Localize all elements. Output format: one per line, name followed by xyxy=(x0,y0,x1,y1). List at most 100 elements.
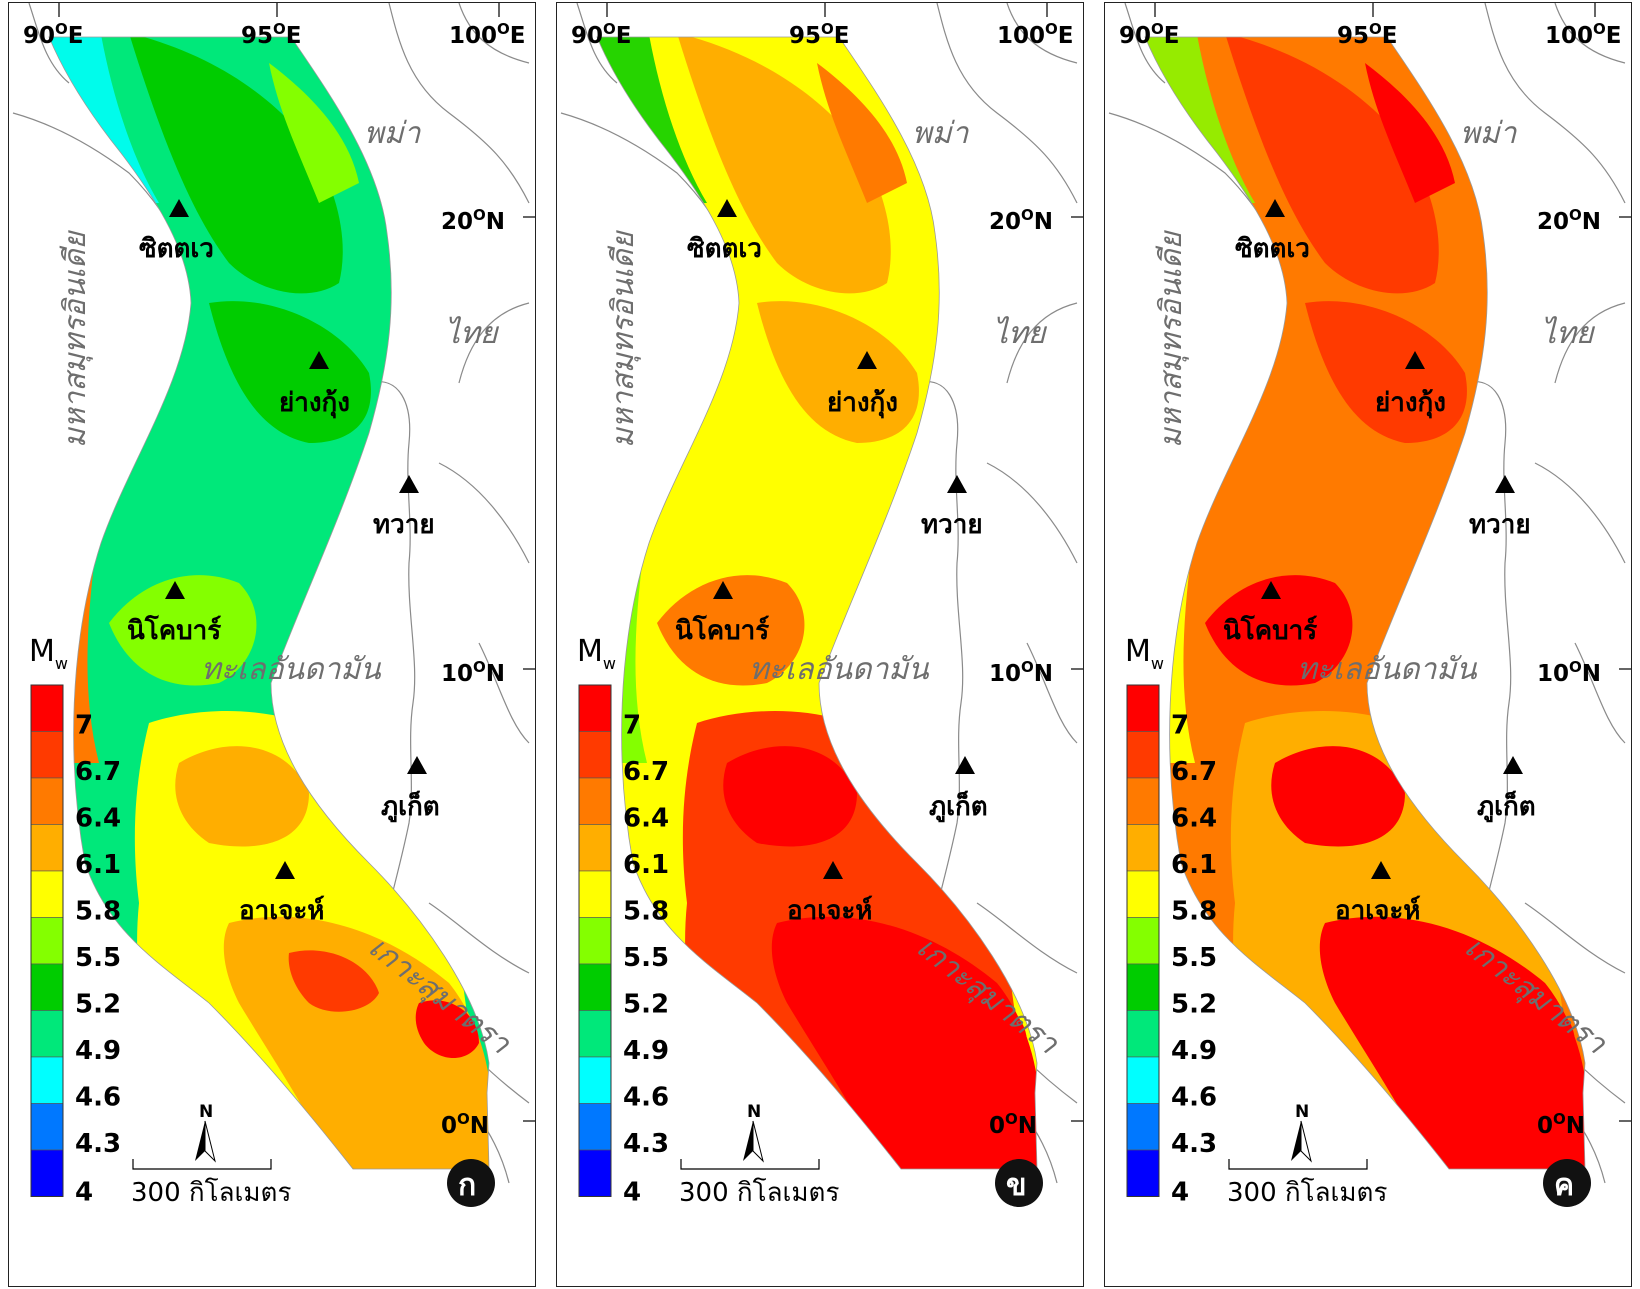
legend-swatch xyxy=(578,870,612,918)
legend-swatch xyxy=(578,1149,612,1197)
panel-tag: ข xyxy=(995,1159,1043,1207)
region-thailand: ไทย xyxy=(1541,316,1596,351)
city-triangle-icon xyxy=(857,351,877,369)
city-triangle-icon xyxy=(947,475,967,493)
scale-bar-label: 300 กิโลเมตร xyxy=(131,1177,291,1208)
legend-swatch xyxy=(578,1103,612,1151)
scale-bar-label: 300 กิโลเมตร xyxy=(1227,1177,1387,1208)
city-label-dawei: ทวาย xyxy=(1469,510,1531,540)
legend-tick-label: 6.4 xyxy=(1171,804,1217,834)
lat-10-label: 10ON xyxy=(1537,658,1601,687)
lat-10-label: 10ON xyxy=(441,658,505,687)
city-triangle-icon xyxy=(165,581,185,599)
legend-tick-label: 5.5 xyxy=(623,943,669,973)
legend-tick-label: 4 xyxy=(623,1178,641,1208)
legend-tick-label: 6.7 xyxy=(1171,757,1217,787)
city-label-dawei: ทวาย xyxy=(921,510,983,540)
legend-swatch xyxy=(1126,1149,1160,1197)
legend-swatch xyxy=(1126,731,1160,779)
lat-20-label: 20ON xyxy=(1537,206,1601,235)
panel-tag: ก xyxy=(447,1159,495,1207)
graticule-ticks xyxy=(1154,3,1631,1122)
legend-swatch xyxy=(1126,1103,1160,1151)
region-andaman-sea: ทะเลอันดามัน xyxy=(201,652,382,687)
city-triangle-icon xyxy=(275,861,295,879)
north-arrow-icon: N xyxy=(743,1102,764,1163)
panel-tag: ค xyxy=(1543,1159,1591,1207)
legend-swatch xyxy=(578,777,612,825)
legend-tick-label: 4 xyxy=(1171,1178,1189,1208)
city-label-nicobar: นิโคบาร์ xyxy=(127,614,221,646)
legend-tick-label: 4 xyxy=(75,1178,93,1208)
region-thailand: ไทย xyxy=(445,316,500,351)
region-thailand: ไทย xyxy=(993,316,1048,351)
city-triangle-icon xyxy=(1405,351,1425,369)
legend-swatch xyxy=(1126,684,1160,732)
region-indian-ocean: มหาสมุทรอินเดีย xyxy=(606,229,641,448)
scale-bar: 300 กิโลเมตร xyxy=(131,1159,291,1208)
legend-swatch xyxy=(30,1056,64,1104)
lat-20-label: 20ON xyxy=(441,206,505,235)
region-indian-ocean: มหาสมุทรอินเดีย xyxy=(1154,229,1189,448)
legend-tick-label: 6.4 xyxy=(623,804,669,834)
city-label-nicobar: นิโคบาร์ xyxy=(1223,614,1317,646)
city-triangle-icon xyxy=(713,581,733,599)
north-label: N xyxy=(199,1102,213,1122)
legend-tick-label: 5.2 xyxy=(623,990,669,1020)
lon-90-label: 90OE xyxy=(23,20,84,49)
graticule-ticks xyxy=(606,3,1083,1122)
lon-90-label: 90OE xyxy=(571,20,632,49)
legend-swatch xyxy=(30,731,64,779)
legend-swatch xyxy=(1126,917,1160,965)
legend-tick-label: 4.9 xyxy=(75,1036,121,1066)
lat-20-label: 20ON xyxy=(989,206,1053,235)
city-triangle-icon xyxy=(1265,199,1285,217)
legend-swatch xyxy=(1126,777,1160,825)
city-triangle-icon xyxy=(823,861,843,879)
map-svg: 90OE 95OE 100OE 20ON 10ON 0ON พม่าไทยทะเลอันดา… xyxy=(560,3,1083,1208)
legend-tick-label: 5.8 xyxy=(623,897,669,927)
legend-swatch xyxy=(30,824,64,872)
legend-swatch xyxy=(1126,1056,1160,1104)
city-label-phuket: ภูเก็ต xyxy=(381,790,440,823)
city-label-phuket: ภูเก็ต xyxy=(929,790,988,823)
legend-tick-label: 6.1 xyxy=(1171,850,1217,880)
legend-tick-label: 5.5 xyxy=(75,943,121,973)
legend-swatch xyxy=(30,917,64,965)
legend-tick-label: 5.2 xyxy=(75,990,121,1020)
lon-100-label: 100OE xyxy=(449,20,526,49)
north-arrow-icon: N xyxy=(195,1102,216,1163)
city-triangle-icon xyxy=(955,756,975,774)
region-myanmar: พม่า xyxy=(912,116,970,151)
legend: Mw 7 6.7 6.4 6.1 5.8 5.5 5.2 4.9 4.6 4.3 4 xyxy=(577,634,669,1208)
legend-swatch xyxy=(578,917,612,965)
graticule-ticks xyxy=(58,3,535,1122)
map-panel-a: 90OE 95OE 100OE 20ON 10ON 0ON พม่า ไทย ทะเลอันดา… xyxy=(8,2,536,1287)
legend-swatch xyxy=(30,777,64,825)
map-panel-b: 90OE 95OE 100OE 20ON 10ON 0ON พม่า ไทย ทะเลอันดา… xyxy=(556,2,1084,1287)
legend-swatch xyxy=(30,1010,64,1058)
legend-tick-label: 4.3 xyxy=(623,1129,669,1159)
lon-90-label: 90OE xyxy=(1119,20,1180,49)
city-label-yangon: ย่างกุ้ง xyxy=(827,388,898,419)
legend-swatch xyxy=(578,963,612,1011)
city-label-aceh: อาเจะห์ xyxy=(1335,895,1420,926)
city-triangle-icon xyxy=(399,475,419,493)
legend-tick-label: 4.3 xyxy=(1171,1129,1217,1159)
legend: Mw 7 6.7 6.4 6.1 5.8 5.5 5.2 4.9 4.6 4.3 4 xyxy=(29,634,121,1208)
coordinate-labels: 90OE 95OE 100OE 20ON 10ON 0ON xyxy=(1119,20,1622,1139)
city-label-yangon: ย่างกุ้ง xyxy=(1375,388,1446,419)
legend-swatch xyxy=(578,1056,612,1104)
city-label-sittwe: ซิตตเว xyxy=(687,234,762,264)
legend-tick-label: 5.8 xyxy=(1171,897,1217,927)
legend-swatch xyxy=(578,731,612,779)
city-triangle-icon xyxy=(1371,861,1391,879)
legend-tick-label: 4.6 xyxy=(1171,1083,1217,1113)
region-myanmar: พม่า xyxy=(364,116,422,151)
legend-swatch xyxy=(578,684,612,732)
region-andaman-sea: ทะเลอันดามัน xyxy=(1297,652,1478,687)
region-indian-ocean: มหาสมุทรอินเดีย xyxy=(58,229,93,448)
legend-title: Mw xyxy=(29,634,68,673)
